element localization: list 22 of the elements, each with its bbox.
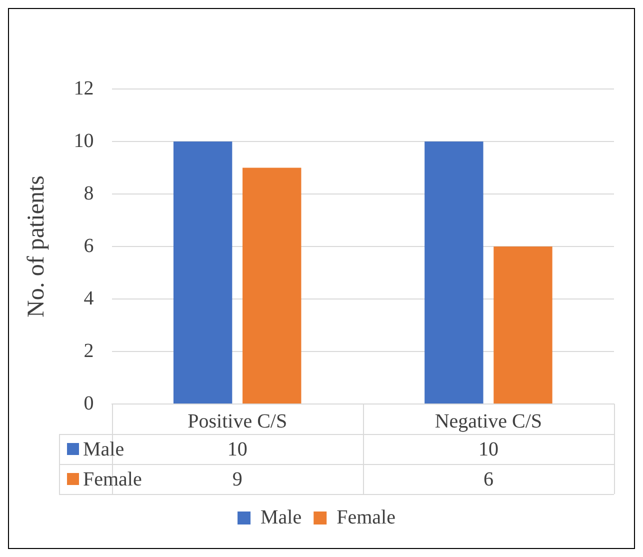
x-tick-label: Positive C/S <box>188 410 288 432</box>
bar <box>494 246 552 404</box>
y-tick-label: 6 <box>84 234 94 257</box>
data-label: 9 <box>232 468 242 490</box>
bar <box>424 142 484 404</box>
y-tick-label: 8 <box>84 182 94 204</box>
bar <box>242 168 302 404</box>
y-tick-label: 0 <box>84 392 94 414</box>
text: Male <box>260 506 302 528</box>
y-tick-label: 2 <box>84 340 94 362</box>
x-tick-label: Negative C/S <box>434 410 542 432</box>
data-label: 10 <box>478 438 498 460</box>
data-label: 10 <box>227 438 248 460</box>
legend-label: Male <box>83 438 124 460</box>
bar <box>173 142 232 404</box>
y-tick-label: 4 <box>84 287 94 310</box>
y-axis-title: No. of patients <box>24 176 50 318</box>
legend-label: Female <box>336 506 396 528</box>
y-tick-label: 12 <box>74 77 94 100</box>
data-label: 6 <box>483 468 494 490</box>
text: Female <box>83 468 142 490</box>
y-tick-label: 10 <box>74 130 94 152</box>
